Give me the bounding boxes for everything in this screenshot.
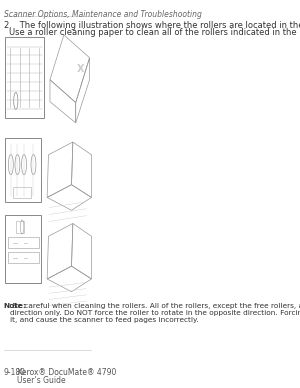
Bar (8, 252, 39, 263)
Text: User’s Guide: User’s Guide (17, 376, 66, 385)
Text: Xerox® DocuMate® 4790: Xerox® DocuMate® 4790 (17, 368, 116, 377)
Text: 2.   The following illustration shows where the rollers are located in the scann: 2. The following illustration shows wher… (4, 21, 300, 30)
Text: Be careful when cleaning the rollers. All of the rollers, except the free roller: Be careful when cleaning the rollers. Al… (10, 303, 300, 323)
Text: Use a roller cleaning paper to clean all of the rollers indicated in the illustr: Use a roller cleaning paper to clean all… (9, 28, 300, 37)
Text: 9-180: 9-180 (4, 368, 26, 377)
Bar (5, 37, 44, 118)
Text: X: X (77, 64, 85, 74)
Bar (16, 221, 24, 233)
Bar (5, 215, 41, 283)
Text: Note:: Note: (4, 303, 27, 309)
Bar (8, 237, 39, 248)
Bar (13, 187, 31, 198)
Bar (5, 138, 41, 202)
Text: Scanner Options, Maintenance and Troubleshooting: Scanner Options, Maintenance and Trouble… (4, 10, 202, 19)
